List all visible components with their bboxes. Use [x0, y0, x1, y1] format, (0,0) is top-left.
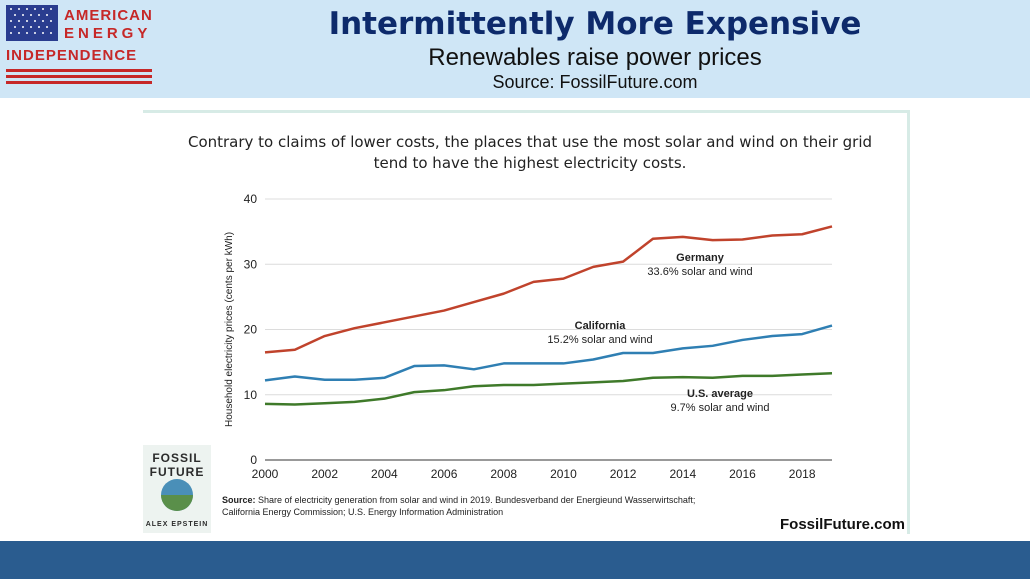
chart-title: Contrary to claims of lower costs, the p… — [187, 133, 873, 172]
footer-bar — [0, 541, 1030, 579]
chart-source-text-2: California Energy Commission; U.S. Energ… — [222, 507, 504, 517]
y-tick-label: 0 — [250, 453, 257, 467]
x-tick-label: 2016 — [729, 467, 756, 481]
fossilfuture-brand: FossilFuture.com — [780, 516, 906, 533]
series-annotation-u-s-average: 9.7% solar and wind — [670, 402, 769, 414]
chart-source-note: Source: Share of electricity generation … — [222, 494, 782, 518]
y-axis-label: Household electricity prices (cents per … — [224, 232, 235, 427]
y-tick-label: 10 — [244, 388, 258, 402]
chart-source-text: Share of electricity generation from sol… — [258, 495, 696, 505]
chart-card — [143, 110, 910, 534]
logo-text-american: AMERICAN — [64, 7, 153, 24]
logo-text-energy: ENERGY — [64, 25, 152, 42]
us-flag-icon — [6, 5, 58, 41]
series-label-germany: Germany — [676, 252, 725, 264]
x-tick-label: 2012 — [610, 467, 637, 481]
chart-source-label: Source: — [222, 495, 256, 505]
x-tick-label: 2010 — [550, 467, 577, 481]
x-tick-label: 2008 — [490, 467, 517, 481]
x-tick-label: 2006 — [431, 467, 458, 481]
series-line-california — [264, 324, 833, 382]
x-tick-label: 2000 — [252, 467, 279, 481]
x-tick-label: 2014 — [669, 467, 696, 481]
header-banner: AMERICAN ENERGY INDEPENDENCE Intermitten… — [0, 0, 1030, 98]
y-tick-label: 40 — [244, 192, 258, 206]
american-energy-independence-logo: AMERICAN ENERGY INDEPENDENCE — [6, 5, 154, 93]
x-tick-label: 2002 — [311, 467, 338, 481]
landscape-icon — [161, 495, 193, 511]
book-cover: FOSSIL FUTURE ALEX EPSTEIN — [143, 445, 211, 533]
slide-title: Intermittently More Expensive — [328, 6, 862, 42]
x-tick-label: 2018 — [789, 467, 816, 481]
series-label-california: California — [575, 320, 627, 332]
series-annotation-california: 15.2% solar and wind — [547, 334, 652, 346]
slide-subtitle: Renewables raise power prices — [428, 44, 762, 71]
book-title-line1: FOSSIL — [152, 451, 202, 465]
series-line-germany — [264, 225, 833, 354]
series-annotation-germany: 33.6% solar and wind — [647, 266, 752, 278]
book-title-line2: FUTURE — [149, 465, 205, 479]
book-author: ALEX EPSTEIN — [145, 521, 209, 528]
x-tick-label: 2004 — [371, 467, 398, 481]
logo-text-independence: INDEPENDENCE — [6, 47, 138, 64]
logo-stripes — [6, 69, 152, 89]
slide-source: Source: FossilFuture.com — [492, 72, 698, 92]
series-line-u-s-average — [264, 371, 833, 406]
y-tick-label: 30 — [244, 257, 258, 271]
series-label-u-s-average: U.S. average — [687, 388, 753, 400]
y-tick-label: 20 — [244, 323, 258, 337]
